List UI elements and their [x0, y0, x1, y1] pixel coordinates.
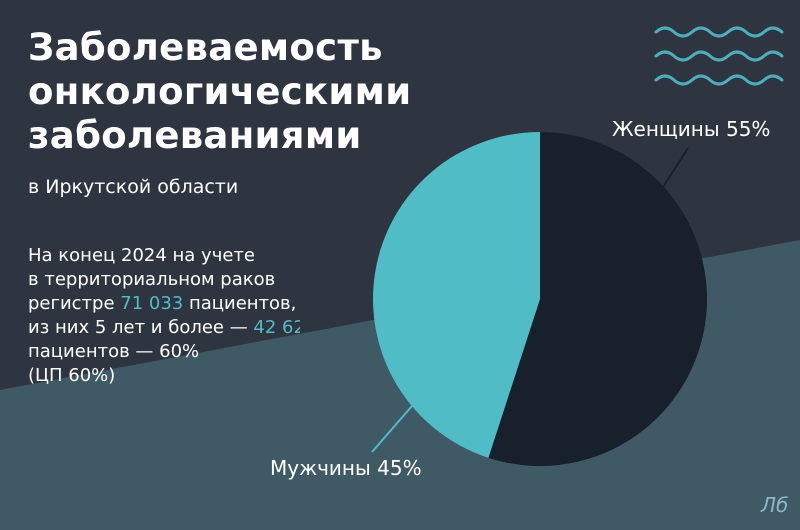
description-text-part: На конец 2024 на учете: [28, 245, 255, 266]
description-line: в территориальном раков: [28, 268, 300, 292]
description-text-part: пациентов,: [183, 293, 297, 314]
slice-label: Мужчины 45%: [270, 456, 422, 480]
pie-slice-women: [488, 132, 707, 467]
description-line: регистре 71 033 пациентов,: [28, 292, 300, 316]
description-text-part: в территориальном раков: [28, 269, 276, 290]
logo-text: Лб: [760, 493, 788, 517]
description-text-part: регистре: [28, 293, 121, 314]
title-line: Заболеваемость: [28, 26, 383, 69]
slice-label: Женщины 55%: [612, 117, 770, 141]
description-text-part: из них 5 лет и более —: [28, 317, 254, 338]
leader-line: [659, 147, 689, 193]
wave-decoration: [654, 26, 784, 86]
highlighted-number: 71 033: [120, 293, 184, 314]
description-line: из них 5 лет и более — 42 621: [28, 316, 300, 340]
slide-title: Заболеваемость онкологическими заболеван…: [28, 26, 411, 158]
slide-subtitle: в Иркутской области: [28, 176, 239, 198]
title-line: заболеваниями: [28, 114, 362, 157]
pie-slice-men: [373, 132, 540, 458]
description-text: На конец 2024 на учете в территориальном …: [28, 244, 300, 388]
logo-icon: Лб: [760, 493, 788, 517]
description-line: пациентов — 60%: [28, 340, 300, 364]
highlighted-number: 42 621: [253, 317, 300, 338]
description-text-part: (ЦП 60%): [28, 365, 116, 386]
title-line: онкологическими: [28, 70, 412, 113]
description-line: (ЦП 60%): [28, 364, 300, 388]
description-line: На конец 2024 на учете: [28, 244, 300, 268]
description-text-part: пациентов — 60%: [28, 341, 200, 362]
leader-line: [371, 405, 413, 453]
